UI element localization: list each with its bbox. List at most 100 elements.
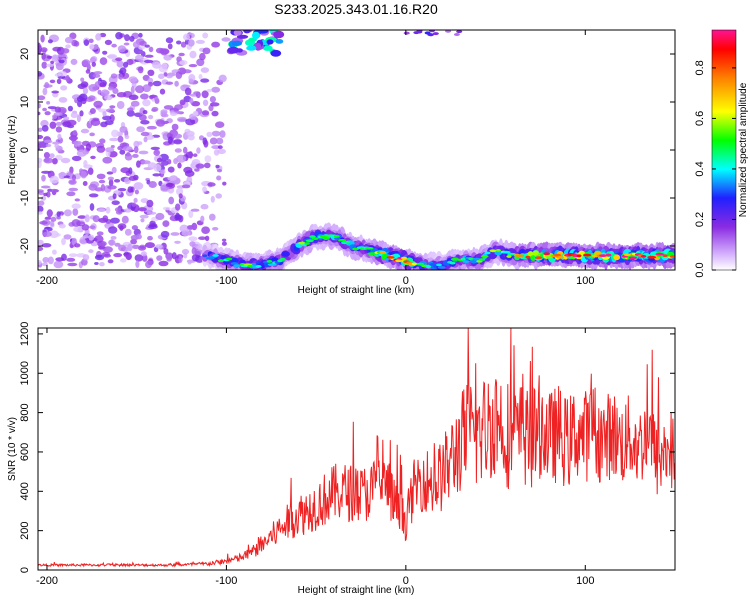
noise-blob — [123, 42, 130, 46]
noise-blob — [187, 259, 192, 265]
noise-blob — [39, 221, 48, 225]
noise-blob — [87, 167, 94, 175]
noise-blob — [210, 195, 215, 203]
noise-blob — [152, 61, 162, 69]
noise-blob — [50, 60, 55, 64]
noise-blob — [148, 181, 157, 188]
noise-blob — [178, 215, 184, 223]
noise-blob — [70, 58, 78, 65]
noise-blob — [90, 155, 96, 160]
noise-blob — [55, 121, 63, 126]
noise-blob — [140, 198, 149, 204]
noise-blob — [67, 262, 78, 267]
noise-blob — [41, 174, 46, 182]
ridge-cell — [379, 251, 386, 254]
ridge-cell — [333, 235, 340, 238]
noise-blob — [47, 256, 54, 265]
noise-blob — [123, 208, 132, 213]
noise-blob — [215, 137, 224, 145]
noise-blob — [132, 41, 140, 48]
ridge-cell — [436, 263, 442, 267]
noise-blob — [217, 148, 226, 155]
noise-blob — [52, 141, 60, 145]
noise-blob — [63, 209, 72, 217]
noise-blob — [110, 73, 118, 79]
noise-blob — [193, 91, 201, 95]
noise-blob — [38, 259, 42, 265]
ridge-cell — [543, 252, 551, 256]
top-patch-blob — [270, 49, 282, 57]
ridge-cell — [515, 254, 525, 257]
noise-blob — [135, 260, 140, 268]
ridge-cell — [506, 255, 512, 258]
noise-blob — [97, 208, 106, 212]
noise-blob — [74, 198, 81, 202]
noise-blob — [100, 184, 106, 192]
noise-blob — [176, 40, 182, 45]
noise-blob — [38, 95, 46, 101]
noise-blob — [180, 41, 187, 48]
noise-blob — [146, 125, 157, 130]
noise-blob — [151, 108, 158, 112]
ridge-cell — [530, 255, 537, 261]
noise-blob — [138, 44, 146, 50]
spectrogram-marks — [38, 30, 675, 270]
x-tick-label: 100 — [576, 275, 594, 287]
noise-blob — [111, 200, 120, 205]
noise-blob — [99, 262, 105, 267]
noise-blob — [182, 146, 188, 154]
noise-blob — [206, 89, 213, 93]
noise-blob — [106, 108, 115, 113]
y-tick-label: 0 — [19, 567, 31, 573]
noise-blob — [70, 112, 78, 119]
noise-blob — [96, 231, 104, 236]
noise-blob — [77, 215, 87, 219]
colorbar-tick-label: 0.2 — [694, 212, 706, 227]
noise-blob — [132, 153, 139, 158]
noise-blob — [102, 50, 108, 55]
noise-blob — [156, 255, 163, 261]
noise-blob — [187, 39, 195, 47]
noise-blob — [182, 69, 192, 74]
noise-blob — [120, 167, 130, 174]
noise-blob — [138, 207, 147, 212]
ridge-cell — [628, 256, 637, 260]
noise-blob — [114, 207, 121, 212]
noise-blob — [104, 94, 113, 101]
noise-blob — [107, 53, 118, 60]
colorbar-tick-label: 0.6 — [694, 111, 706, 126]
ridge-cell — [605, 253, 612, 257]
noise-blob — [88, 38, 94, 43]
ridge-cell — [501, 250, 511, 254]
noise-blob — [56, 211, 61, 217]
noise-blob — [88, 183, 98, 191]
chart-title: S233.2025.343.01.16.R20 — [274, 1, 438, 17]
noise-blob — [140, 120, 150, 125]
top-patch-blob — [252, 31, 260, 40]
noise-blob — [117, 223, 127, 230]
noise-blob — [219, 130, 226, 138]
noise-blob — [165, 182, 174, 188]
noise-blob — [101, 252, 110, 257]
noise-blob — [66, 191, 76, 197]
noise-blob — [202, 32, 209, 39]
ridge-cell — [386, 256, 395, 259]
noise-blob — [96, 145, 106, 153]
noise-blob — [191, 101, 201, 107]
noise-blob — [120, 258, 127, 263]
noise-blob — [58, 172, 65, 180]
noise-blob — [139, 40, 147, 46]
noise-blob — [108, 150, 118, 158]
noise-blob — [78, 93, 88, 102]
noise-blob — [93, 71, 103, 75]
ridge-cell — [481, 255, 489, 258]
noise-blob — [38, 246, 44, 252]
noise-blob — [217, 145, 223, 150]
noise-blob — [107, 259, 114, 264]
noise-blob — [108, 226, 118, 234]
ridge-cell — [345, 240, 350, 244]
ridge-cell — [266, 260, 273, 263]
noise-blob — [66, 119, 77, 126]
colorbar-label: Normalized spectral amplitude — [738, 82, 749, 217]
noise-blob — [72, 208, 79, 216]
